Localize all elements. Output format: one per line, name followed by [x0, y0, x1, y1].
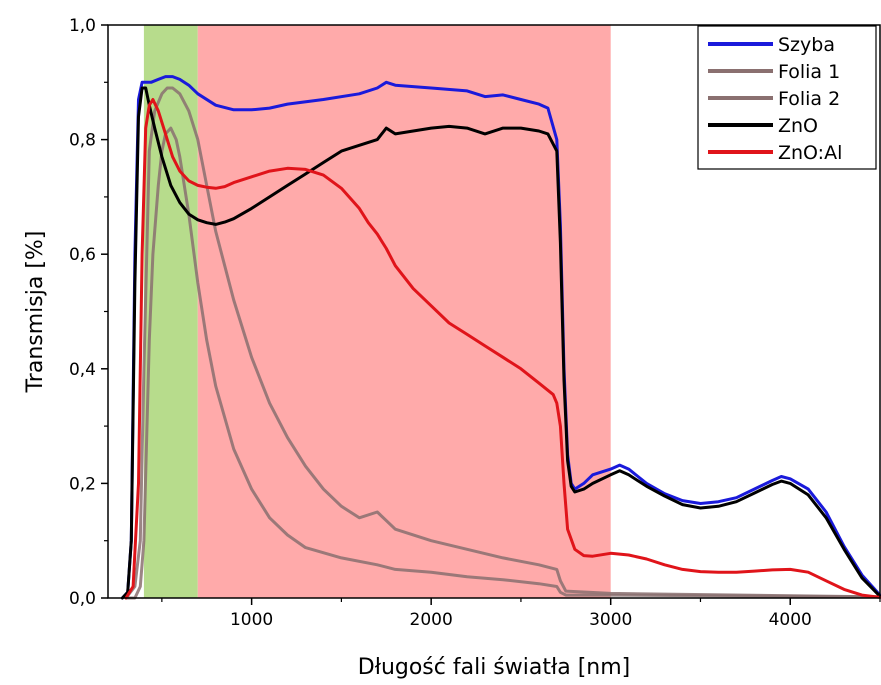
series-line-szyba	[120, 75, 881, 600]
series-line-zno-al	[124, 98, 881, 600]
y-tick-label: 0,4	[69, 360, 96, 380]
legend-label: ZnO:Al	[778, 142, 842, 164]
band-1	[197, 25, 611, 598]
wavelength-bands	[143, 25, 611, 598]
y-tick-label: 0,0	[69, 589, 96, 609]
x-tick-label: 1000	[230, 610, 273, 630]
x-tick-label: 3000	[589, 610, 632, 630]
x-tick-label: 4000	[769, 610, 812, 630]
legend-label: Szyba	[778, 34, 835, 56]
legend: Szyba Folia 1 Folia 2 ZnO ZnO:Al	[697, 25, 877, 170]
series-line-folia-1	[124, 126, 881, 600]
x-axis-title: Długość fali światła [nm]	[358, 655, 631, 680]
x-tick-label: 2000	[410, 610, 453, 630]
y-axis-ticks: 0,0 0,2 0,4 0,6 0,8 1,0	[69, 16, 108, 609]
legend-label: ZnO	[778, 115, 818, 137]
legend-label: Folia 2	[778, 88, 840, 110]
y-tick-label: 0,8	[69, 131, 96, 151]
legend-label: Folia 1	[778, 61, 840, 83]
series-lines	[120, 75, 881, 600]
x-axis-ticks: 1000 2000 3000 4000	[161, 598, 881, 630]
series-line-zno	[120, 86, 881, 600]
y-axis-title: Transmisja [%]	[23, 231, 48, 394]
y-tick-label: 0,2	[69, 474, 96, 494]
y-tick-label: 1,0	[69, 16, 96, 36]
y-tick-label: 0,6	[69, 245, 96, 265]
